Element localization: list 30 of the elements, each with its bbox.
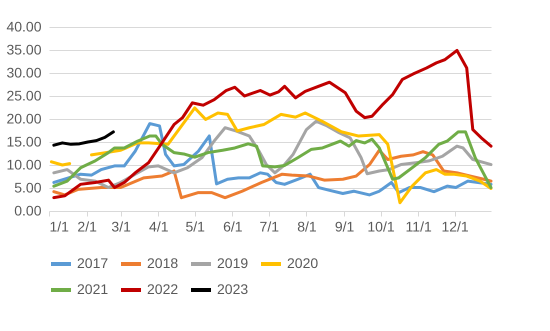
x-tick-label: 3/1 [111, 218, 132, 234]
y-tick-label: 40.00 [6, 18, 42, 34]
y-tick-label: 25.00 [6, 88, 42, 104]
x-tick-label: 4/1 [149, 218, 169, 234]
y-tick-label: 5.00 [14, 180, 42, 196]
y-tick-label: 20.00 [6, 110, 42, 126]
line-series [52, 130, 115, 147]
y-tick-label: 35.00 [6, 42, 42, 58]
line-series [52, 48, 492, 200]
legend-label: 2020 [287, 255, 318, 271]
x-tick-label: 1/1 [50, 218, 70, 234]
x-tick-label: 9/1 [334, 218, 355, 234]
legend-label: 2021 [77, 281, 108, 297]
legend-label: 2022 [147, 281, 178, 297]
y-tick-label: 10.00 [6, 156, 42, 172]
legend-label: 2019 [217, 255, 248, 271]
x-tick-label: 10/1 [367, 218, 395, 234]
y-tick-label: 15.00 [6, 134, 42, 150]
legend-label: 2017 [77, 255, 108, 271]
legend-label: 2023 [217, 281, 248, 297]
legend-label: 2018 [147, 255, 178, 271]
x-tick-label: 11/1 [406, 218, 432, 234]
y-tick-label: 30.00 [6, 64, 42, 80]
y-tick-label: 0.00 [14, 202, 42, 218]
x-tick-label: 5/1 [185, 218, 206, 234]
x-tick-label: 7/1 [260, 218, 280, 234]
x-tick-label: 2/1 [77, 218, 98, 234]
x-tick-label: 6/1 [223, 218, 243, 234]
x-tick-label: 12/1 [441, 218, 469, 234]
x-tick-label: 8/1 [297, 218, 317, 234]
